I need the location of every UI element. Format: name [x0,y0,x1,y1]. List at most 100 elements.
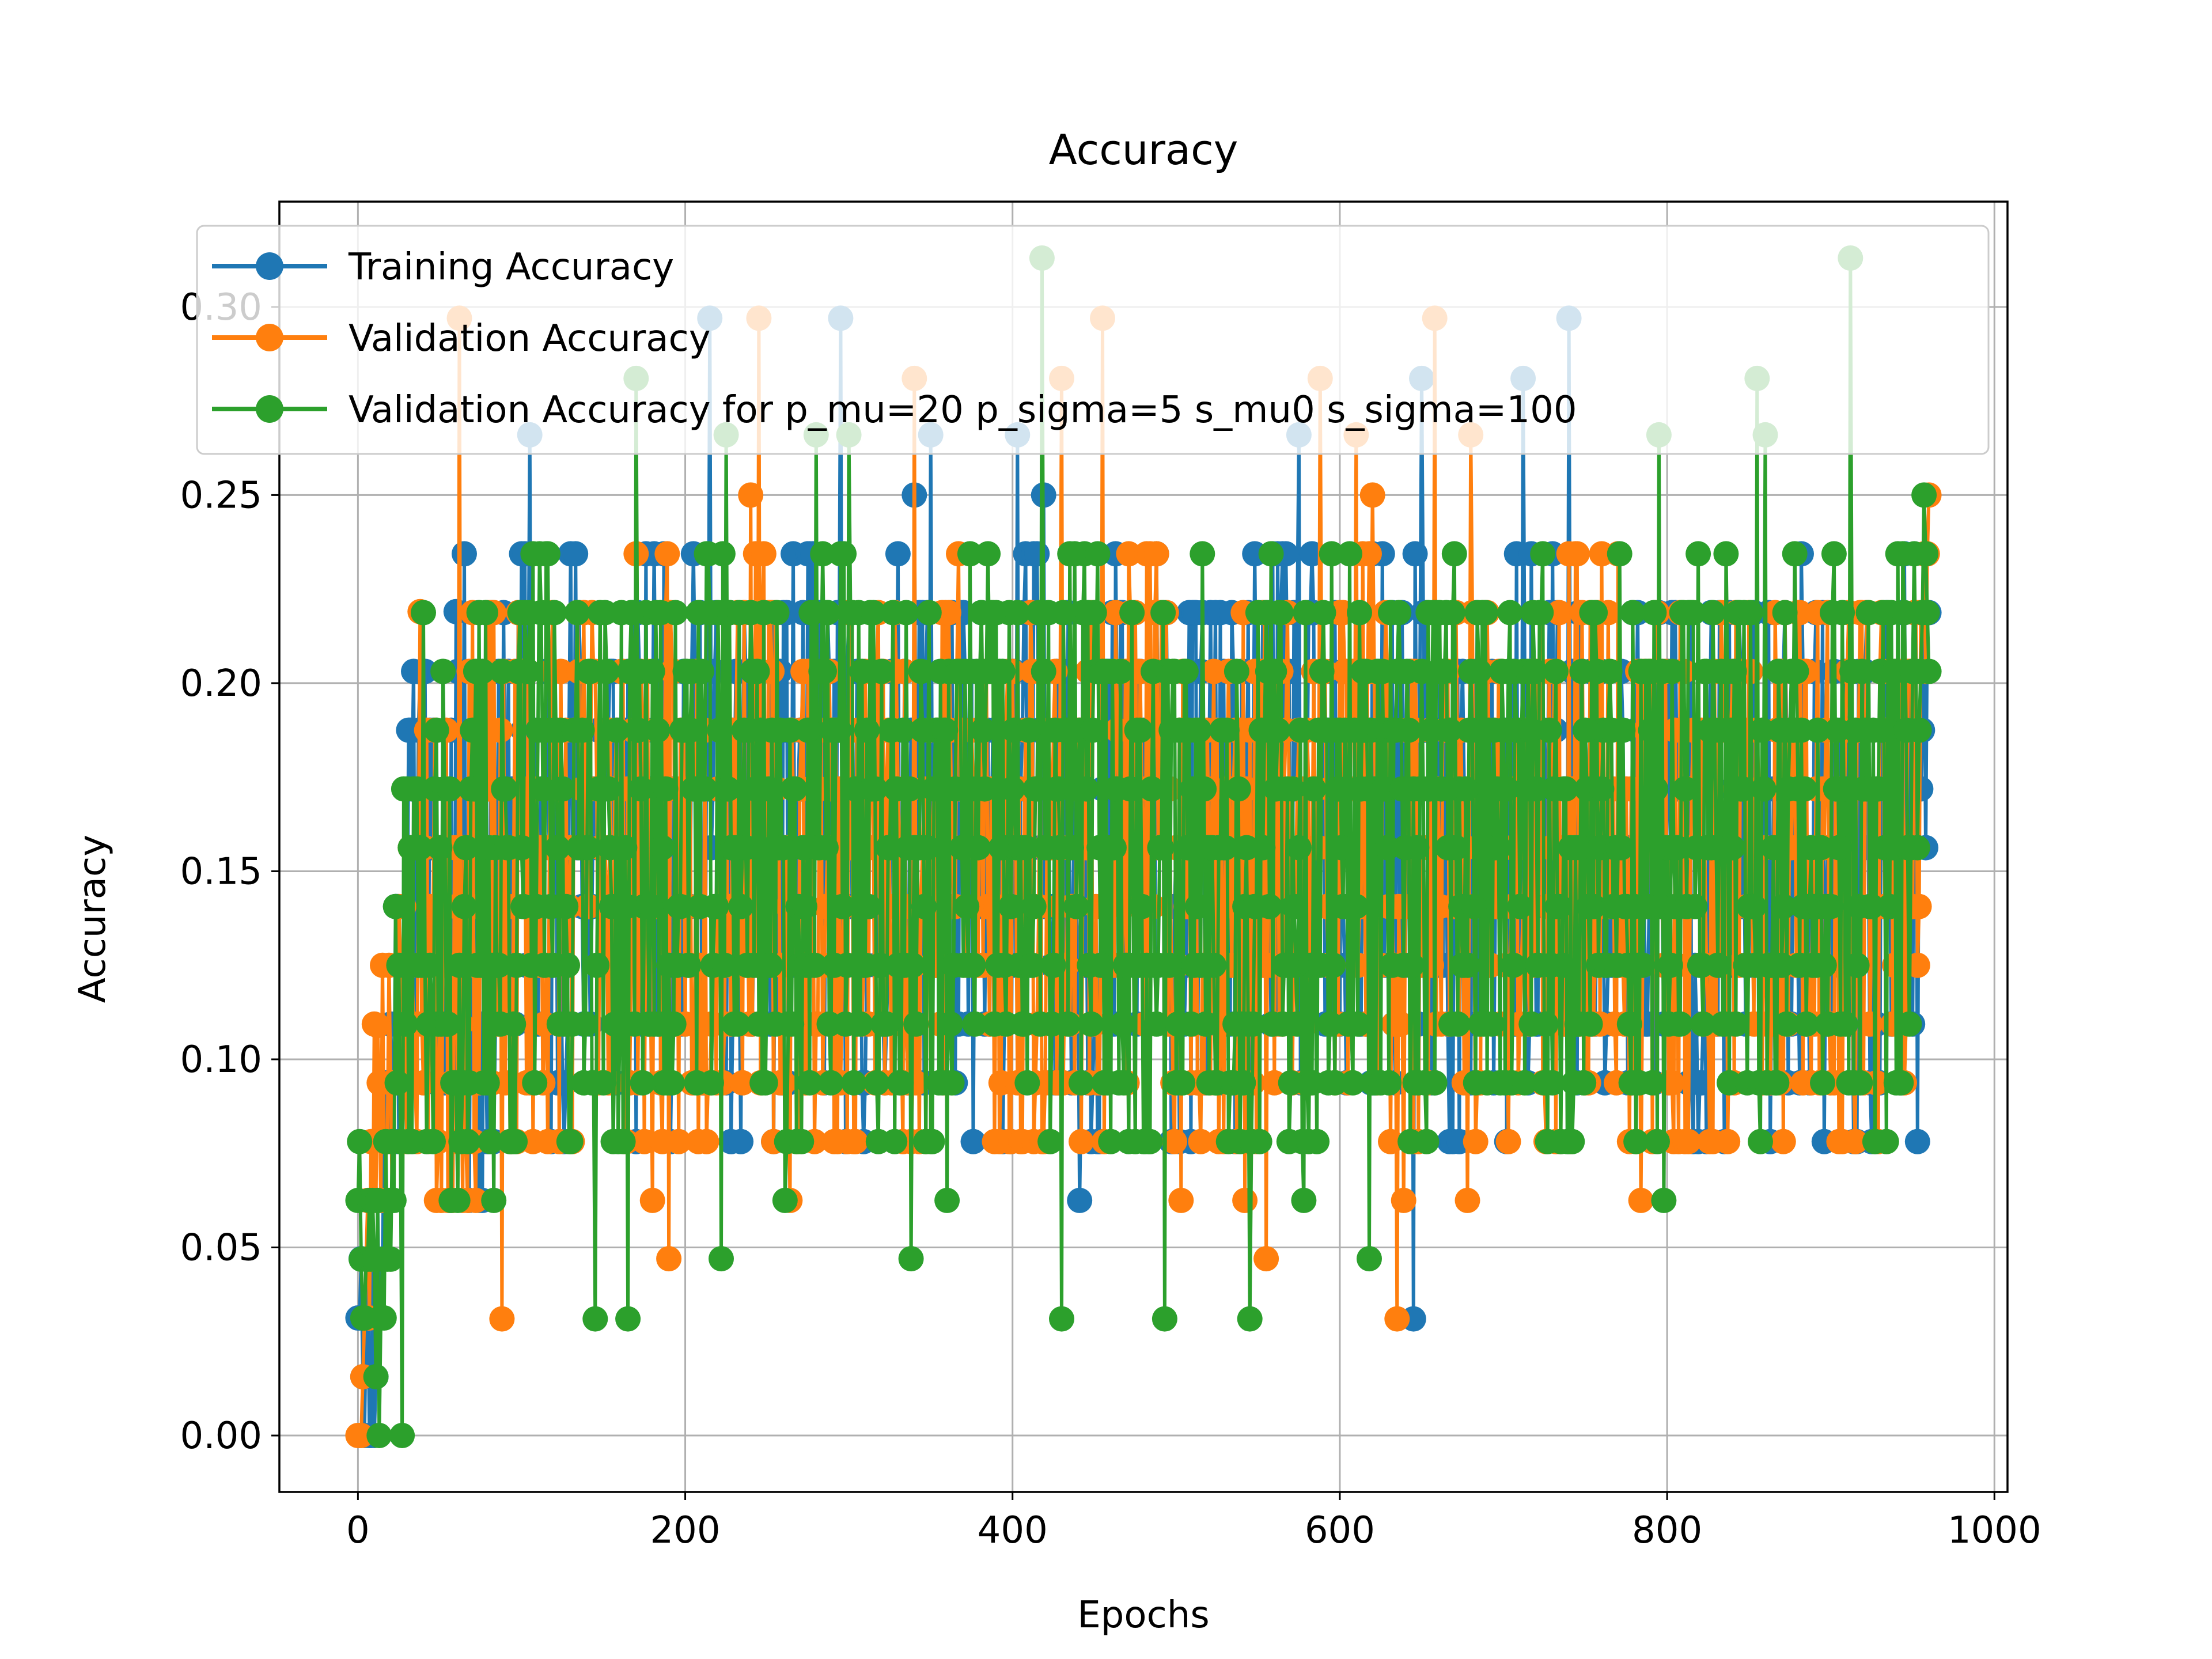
data-point [1143,541,1169,567]
x-axis-label: Epochs [1077,1594,1209,1637]
data-point [1892,600,1917,626]
data-point [1281,893,1307,919]
data-point [900,952,926,978]
data-point [689,658,714,684]
data-point [1582,600,1608,626]
data-point [1564,541,1590,567]
data-point [1157,952,1183,978]
data-point [628,776,654,802]
data-point [1630,952,1656,978]
data-point [725,1011,751,1037]
data-point [1111,1070,1137,1096]
data-point [389,1423,415,1448]
data-point [957,541,983,567]
data-point [1651,1187,1677,1213]
data-point [1911,482,1937,508]
data-point [1751,776,1777,802]
data-point [1190,541,1215,567]
data-point [1657,952,1683,978]
data-point [1081,600,1107,626]
data-point [610,1128,636,1154]
data-point [1811,952,1837,978]
data-point [795,717,821,743]
data-point [1700,600,1726,626]
data-point [861,600,887,626]
y-tick-label: 0.20 [180,662,263,705]
data-point [830,893,855,919]
data-point [1869,717,1895,743]
data-point [1571,1070,1597,1096]
data-point [1842,1128,1868,1154]
data-point [1293,600,1319,626]
legend-item-validation: Validation Accuracy [212,317,711,360]
data-point [815,600,840,626]
data-point [1597,658,1623,684]
data-point [1031,658,1056,684]
data-point [384,1070,410,1096]
data-point [639,1187,665,1213]
data-point [1085,541,1111,567]
data-point [1143,1011,1169,1037]
data-point [1437,717,1463,743]
data-point [1376,1070,1402,1096]
data-point [1616,1011,1642,1037]
data-point [445,1187,471,1213]
data-point [1721,658,1747,684]
data-point [937,1011,963,1037]
data-point [970,717,996,743]
data-point [1672,776,1698,802]
data-point [1559,1128,1585,1154]
data-point [453,835,479,861]
data-point [427,835,453,861]
data-point [1676,1128,1701,1154]
data-point [1078,1011,1104,1037]
data-point [1914,600,1940,626]
data-point [1844,952,1870,978]
data-point [1783,658,1809,684]
data-point [363,1364,389,1389]
data-point [423,717,449,743]
data-point [1507,893,1533,919]
data-point [1279,776,1305,802]
data-point [515,658,541,684]
x-tick-label: 0 [346,1509,370,1552]
data-point [1810,1070,1835,1096]
data-point [975,541,1001,567]
data-point [625,717,651,743]
legend-label-validation-params: Validation Accuracy for p_mu=20 p_sigma=… [349,389,1577,431]
data-point [802,952,827,978]
data-point [1063,893,1089,919]
data-point [1404,835,1430,861]
data-point [1429,776,1454,802]
data-point [615,1306,641,1332]
data-point [1723,1011,1749,1037]
data-point [1877,893,1903,919]
data-point [1718,717,1744,743]
data-point [1685,541,1711,567]
data-point [1705,952,1731,978]
data-point [1830,600,1855,626]
data-point [1536,717,1562,743]
data-point [349,1423,374,1448]
data-point [777,717,803,743]
data-point [365,1013,391,1039]
data-point [1291,1187,1317,1213]
data-point [596,776,621,802]
data-point [1150,600,1176,626]
data-point [826,717,852,743]
data-point [1623,1128,1649,1154]
data-point [831,541,857,567]
data-point [782,776,808,802]
data-point [1479,1011,1505,1037]
data-point [1069,1070,1094,1096]
data-point [1388,1011,1413,1037]
data-point [411,1070,436,1096]
data-point [604,717,630,743]
data-point [1882,658,1907,684]
data-point [1119,600,1145,626]
x-tick-label: 800 [1632,1509,1702,1552]
data-point [738,482,764,508]
data-point [779,1011,805,1037]
data-point [728,1128,754,1154]
